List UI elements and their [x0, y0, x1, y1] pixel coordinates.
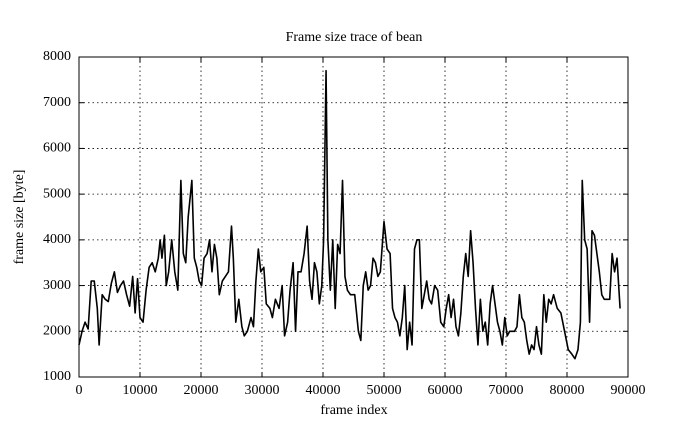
- y-tick-label: 3000: [43, 278, 71, 293]
- y-tick-label: 5000: [43, 186, 71, 201]
- x-tick-label: 90000: [611, 383, 646, 398]
- x-tick-label: 50000: [367, 383, 402, 398]
- y-tick-label: 7000: [43, 95, 71, 110]
- data-line: [78, 69, 621, 360]
- x-tick-label: 10000: [123, 383, 158, 398]
- x-tick-label: 40000: [306, 383, 341, 398]
- x-tick-label: 20000: [184, 383, 219, 398]
- y-tick-label: 4000: [43, 232, 71, 247]
- x-tick-label: 30000: [245, 383, 280, 398]
- y-tick-label: 1000: [43, 369, 71, 384]
- x-axis-label: frame index: [320, 403, 387, 418]
- plot-frame: [78, 56, 629, 378]
- y-tick-label: 2000: [43, 324, 71, 339]
- chart-title: Frame size trace of bean: [286, 30, 423, 45]
- y-axis-label: frame size [byte]: [12, 170, 27, 265]
- y-tick-label: 8000: [43, 49, 71, 64]
- x-tick-label: 70000: [489, 383, 524, 398]
- y-tick-label: 6000: [43, 141, 71, 156]
- x-tick-label: 60000: [428, 383, 463, 398]
- x-tick-label: 0: [76, 383, 83, 398]
- x-tick-label: 80000: [550, 383, 585, 398]
